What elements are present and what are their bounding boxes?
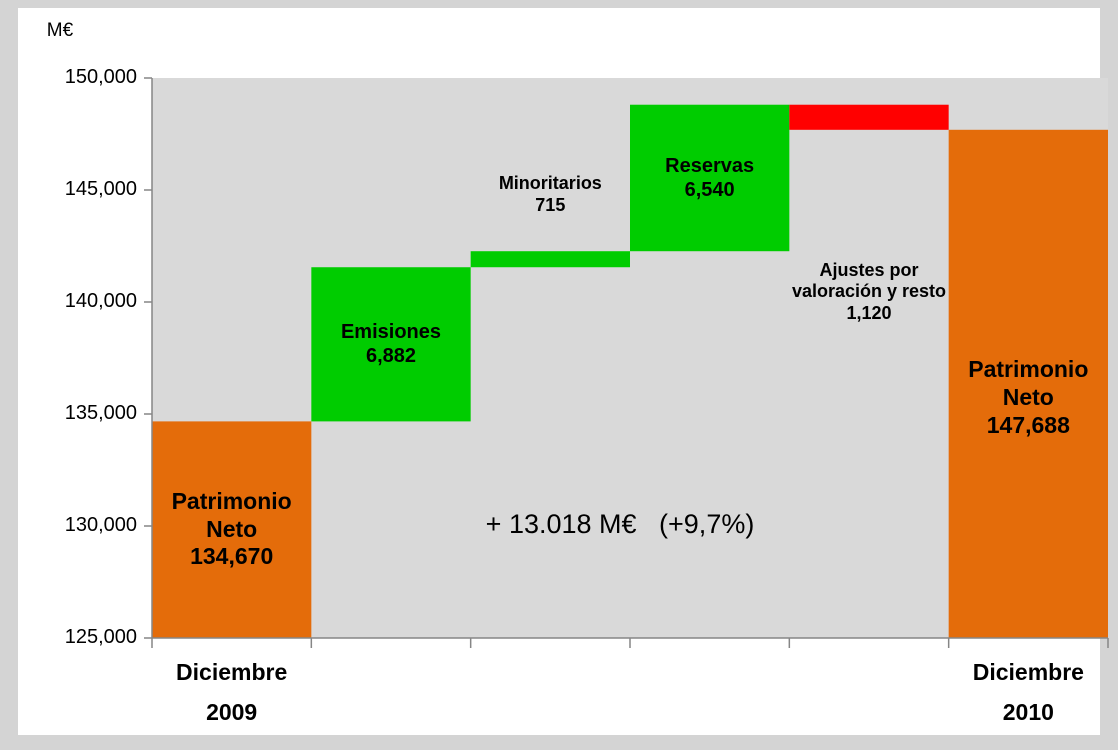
y-tick-label: 150,000	[64, 66, 137, 88]
value-label: 134,670	[190, 543, 274, 570]
value-label: 715	[535, 194, 566, 215]
bar	[789, 104, 949, 130]
bar	[311, 267, 471, 422]
bar-label: Ajustes por valoración y resto 1,120	[774, 260, 964, 325]
bar-label: Patrimonio Neto 147,688	[949, 356, 1108, 439]
value-label: 6,882	[365, 345, 417, 368]
bar-label: Reservas 6,540	[630, 154, 789, 202]
bar-name: Patrimonio Neto	[968, 356, 1089, 410]
y-axis-label: M€	[46, 20, 74, 41]
bar	[152, 421, 312, 638]
value-label: 147,688	[986, 411, 1070, 438]
bar	[948, 129, 1108, 638]
bar-label: Emisiones 6,882	[311, 320, 470, 368]
x-tick-label: Diciembre 2009	[176, 659, 288, 725]
y-tick-label: 135,000	[64, 402, 137, 424]
bar-name: Ajustes por valoración y resto	[791, 259, 947, 302]
y-tick-label: 145,000	[64, 178, 137, 200]
value-label: 6,540	[684, 178, 735, 201]
bar-name: Emisiones	[340, 321, 442, 344]
bar	[630, 104, 790, 252]
y-tick-label: 140,000	[64, 290, 137, 312]
value-label: 1,120	[846, 302, 892, 323]
annotation: + 13.018 M€ (+9,7%)	[485, 509, 755, 539]
y-tick-label: 125,000	[64, 626, 137, 648]
x-tick-label: Diciembre 2010	[972, 659, 1084, 725]
bar-name: Reservas	[665, 154, 755, 177]
bar	[470, 251, 630, 268]
bar-label: Minoritarios 715	[471, 173, 630, 216]
bar-name: Minoritarios	[498, 173, 602, 194]
y-tick-label: 130,000	[64, 514, 137, 536]
bar-label: Patrimonio Neto 134,670	[152, 488, 311, 571]
bar-name: Patrimonio Neto	[171, 488, 292, 542]
